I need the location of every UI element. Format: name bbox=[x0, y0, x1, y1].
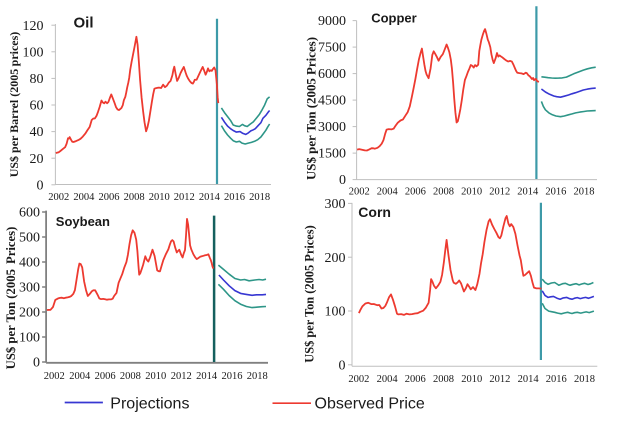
svg-text:2014: 2014 bbox=[199, 192, 221, 203]
svg-text:2014: 2014 bbox=[517, 187, 539, 198]
svg-text:2010: 2010 bbox=[461, 187, 482, 198]
svg-text:2016: 2016 bbox=[546, 374, 567, 385]
svg-text:200: 200 bbox=[19, 306, 40, 321]
svg-text:2010: 2010 bbox=[149, 192, 170, 203]
svg-text:2008: 2008 bbox=[433, 187, 454, 198]
svg-text:7500: 7500 bbox=[318, 41, 346, 56]
svg-text:2018: 2018 bbox=[249, 192, 270, 203]
svg-text:300: 300 bbox=[325, 197, 346, 212]
svg-text:Copper: Copper bbox=[371, 11, 417, 26]
svg-text:100: 100 bbox=[19, 331, 40, 346]
svg-text:6000: 6000 bbox=[318, 67, 346, 82]
svg-text:US$ per Ton (2005 Prices): US$ per Ton (2005 Prices) bbox=[4, 227, 18, 370]
svg-text:3000: 3000 bbox=[318, 120, 346, 135]
svg-text:2014: 2014 bbox=[196, 371, 218, 382]
svg-text:2016: 2016 bbox=[224, 192, 245, 203]
svg-text:2012: 2012 bbox=[489, 374, 510, 385]
svg-text:120: 120 bbox=[23, 19, 44, 34]
svg-text:2016: 2016 bbox=[545, 187, 566, 198]
svg-text:40: 40 bbox=[30, 125, 44, 140]
svg-text:Observed Price: Observed Price bbox=[315, 395, 425, 412]
svg-text:400: 400 bbox=[19, 256, 40, 271]
svg-text:9000: 9000 bbox=[318, 14, 346, 29]
svg-text:4500: 4500 bbox=[318, 94, 346, 109]
svg-text:2010: 2010 bbox=[145, 371, 166, 382]
svg-text:100: 100 bbox=[325, 305, 346, 320]
svg-text:2018: 2018 bbox=[574, 187, 595, 198]
svg-text:600: 600 bbox=[19, 206, 40, 221]
svg-text:2012: 2012 bbox=[489, 187, 510, 198]
svg-text:2018: 2018 bbox=[574, 374, 595, 385]
svg-text:2014: 2014 bbox=[518, 374, 540, 385]
svg-text:2006: 2006 bbox=[99, 192, 120, 203]
svg-text:2008: 2008 bbox=[124, 192, 145, 203]
svg-text:2010: 2010 bbox=[461, 374, 482, 385]
svg-text:2008: 2008 bbox=[433, 374, 454, 385]
svg-text:500: 500 bbox=[19, 231, 40, 246]
svg-text:60: 60 bbox=[30, 99, 44, 114]
svg-text:Oil: Oil bbox=[74, 15, 94, 32]
svg-text:2002: 2002 bbox=[349, 187, 370, 198]
svg-text:100: 100 bbox=[23, 45, 44, 60]
svg-text:2004: 2004 bbox=[377, 187, 399, 198]
svg-text:0: 0 bbox=[37, 178, 44, 193]
svg-text:US$ per Barrel (2005 prices): US$ per Barrel (2005 prices) bbox=[7, 32, 21, 178]
svg-text:2002: 2002 bbox=[48, 192, 69, 203]
svg-text:2002: 2002 bbox=[44, 371, 65, 382]
svg-text:2006: 2006 bbox=[95, 371, 116, 382]
svg-text:2012: 2012 bbox=[174, 192, 195, 203]
svg-text:300: 300 bbox=[19, 281, 40, 296]
svg-text:2004: 2004 bbox=[73, 192, 95, 203]
svg-text:2004: 2004 bbox=[69, 371, 91, 382]
svg-text:2002: 2002 bbox=[348, 374, 369, 385]
svg-text:20: 20 bbox=[30, 152, 44, 167]
svg-text:80: 80 bbox=[30, 72, 44, 87]
svg-text:2012: 2012 bbox=[171, 371, 192, 382]
svg-text:200: 200 bbox=[325, 251, 346, 266]
svg-text:Soybean: Soybean bbox=[56, 214, 110, 229]
svg-text:US$ per Ton (2005 Prices): US$ per Ton (2005 Prices) bbox=[303, 225, 317, 362]
svg-text:2004: 2004 bbox=[377, 374, 399, 385]
svg-text:0: 0 bbox=[339, 173, 346, 188]
svg-text:Projections: Projections bbox=[110, 395, 189, 412]
svg-text:2006: 2006 bbox=[405, 187, 426, 198]
svg-text:2006: 2006 bbox=[405, 374, 426, 385]
svg-text:2008: 2008 bbox=[120, 371, 141, 382]
svg-text:0: 0 bbox=[33, 356, 40, 371]
svg-text:2016: 2016 bbox=[222, 371, 243, 382]
svg-text:Corn: Corn bbox=[358, 204, 391, 220]
svg-text:2018: 2018 bbox=[247, 371, 268, 382]
svg-text:US$ per Ton (2005 Prices): US$ per Ton (2005 Prices) bbox=[305, 37, 319, 180]
svg-text:1500: 1500 bbox=[318, 147, 346, 162]
svg-text:0: 0 bbox=[339, 358, 346, 373]
